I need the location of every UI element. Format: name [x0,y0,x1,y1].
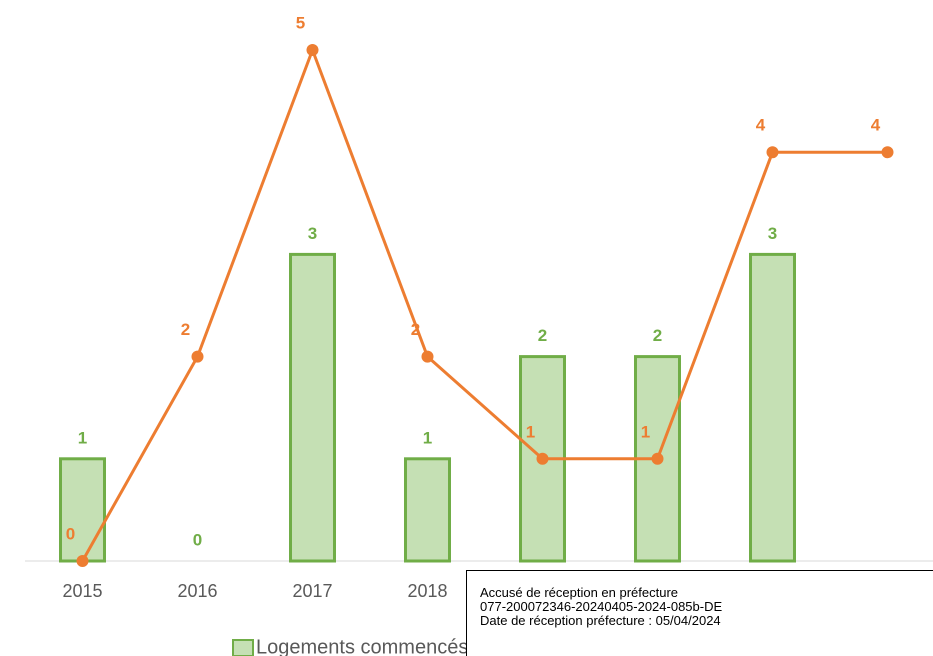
bar-label: 0 [193,530,202,549]
x-tick-label: 2016 [177,581,217,601]
annotation-text: Date de réception préfecture : 05/04/202… [480,613,721,628]
bar [749,252,796,563]
legend-label: Logements commencés [256,636,468,656]
line-label: 2 [181,320,190,339]
legend-swatch [232,639,254,656]
bar [59,457,106,563]
bar-label: 2 [538,326,547,345]
bar [404,457,451,563]
bar [289,252,336,563]
line-marker [881,146,894,159]
line-marker [536,452,549,465]
annotation-text: Accusé de réception en préfecture [480,585,678,600]
line-marker [651,452,664,465]
line-label: 1 [641,422,650,441]
bar-label: 1 [78,428,87,447]
bar-label: 2 [653,326,662,345]
line-marker [766,146,779,159]
line [81,45,888,562]
line-label: 0 [66,524,75,543]
line-label: 4 [756,116,766,135]
line-label: 5 [296,13,305,32]
annotation-box [466,570,933,656]
annotation-text: 077-200072346-20240405-2024-085b-DE [480,599,722,614]
line-marker [421,350,434,363]
line-marker [306,44,319,56]
line-label: 4 [871,116,881,135]
line-marker [191,350,204,363]
x-tick-label: 2017 [292,581,332,601]
line-label: 2 [411,320,420,339]
x-tick-label: 2015 [62,581,102,601]
bar-label: 1 [423,428,432,447]
line-marker [76,555,89,567]
bar-label: 3 [768,224,777,243]
bar-label: 3 [308,224,317,243]
line-label: 1 [526,422,535,441]
x-tick-label: 2018 [407,581,447,601]
